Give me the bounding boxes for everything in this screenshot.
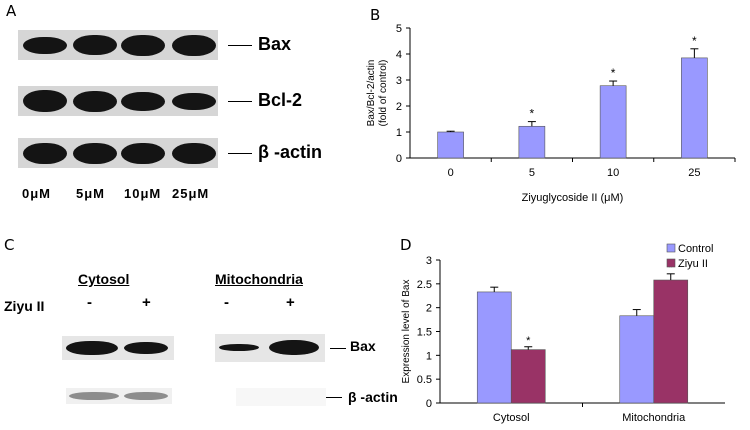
blot-line-2: [228, 153, 252, 154]
band-cytosol-bax-control: [66, 341, 118, 355]
actin-label-c: β -actin: [348, 389, 398, 405]
y-tick-label-3: 3: [396, 75, 402, 87]
band-2-3: [172, 143, 216, 164]
bax-bcl2-ratio-chart: 0 1 2 3 4 5 0 * 5 * 10 * 25 Ziyuglycoside II (μM) Bax/…: [366, 23, 736, 204]
band-0-2: [121, 35, 165, 56]
significance-Cytosol: *: [526, 335, 531, 347]
x-tick-label-10: 10: [607, 167, 619, 179]
conc-label-3: 25μM: [172, 186, 210, 201]
sign-mito-ziyu: +: [286, 294, 295, 311]
conc-label-1: 5μM: [76, 186, 106, 201]
mitochondria-heading: Mitochondria: [215, 271, 303, 287]
legend-label-0: Control: [678, 243, 713, 255]
mito-bax-blot: [215, 334, 325, 362]
panel-letter-b: B: [370, 6, 381, 24]
band-0-1: [73, 35, 117, 55]
conc-label-2: 10μM: [124, 186, 162, 201]
y-tick-label-3: 1.5: [417, 327, 432, 339]
blot-label-1: Bcl-2: [258, 90, 303, 110]
y-tick-label-5: 2.5: [417, 279, 432, 291]
sign-cytosol-control: -: [87, 294, 92, 311]
blot-line-1: [228, 101, 252, 102]
x-tick-label-5: 5: [529, 167, 535, 179]
band-0-3: [172, 35, 216, 56]
blot-strip-1: [18, 86, 218, 116]
y-tick-label-1: 0.5: [417, 374, 432, 386]
legend-label-1: Ziyu II: [678, 258, 708, 270]
cytosol-heading: Cytosol: [78, 271, 130, 287]
conc-label-0: 0μM: [22, 186, 52, 201]
y-tick-label-5: 5: [396, 23, 402, 35]
panel-letter-d: D: [400, 236, 412, 254]
legend-swatch-1: [666, 258, 676, 268]
band-2-2: [121, 143, 165, 164]
band-mito-bax-control: [219, 344, 259, 351]
y-axis-label-2: (fold of control): [378, 60, 389, 127]
y-tick-label-6: 3: [426, 255, 432, 267]
y-tick-label-0: 0: [396, 153, 402, 165]
significance-10: *: [611, 66, 616, 80]
x-tick-label-25: 25: [688, 167, 700, 179]
panel-letter-c: C: [4, 236, 15, 254]
band-1-3: [172, 93, 216, 110]
significance-Mitochondria: *: [669, 262, 674, 274]
blot-line-0: [228, 45, 252, 46]
bar-Cytosol-Control: [476, 291, 512, 404]
y-tick-label-0: 0: [426, 398, 432, 410]
band-1-2: [121, 92, 165, 111]
sign-mito-control: -: [224, 294, 229, 311]
band-mito-bax-ziyu: [269, 340, 319, 355]
bar-0: [437, 131, 464, 159]
band-1-0: [23, 90, 67, 112]
cytosol-actin-blot: [66, 388, 172, 404]
x-tick-label-0: 0: [448, 167, 454, 179]
blot-strip-2: [18, 138, 218, 168]
panel-letter-a: A: [6, 2, 17, 20]
bar-Cytosol-Ziyu II: [510, 349, 546, 404]
treatment-label: Ziyu II: [4, 298, 45, 314]
band-2-1: [73, 143, 117, 164]
band-cytosol-actin-ziyu: [124, 392, 168, 400]
bar-Mitochondria-Control: [619, 315, 655, 404]
band-1-1: [73, 91, 117, 112]
legend-swatch-0: [666, 243, 676, 253]
x-tick-label-Mitochondria: Mitochondria: [622, 412, 686, 424]
sign-cytosol-ziyu: +: [142, 294, 151, 311]
y-tick-label-4: 4: [396, 49, 402, 61]
bar-Mitochondria-Ziyu II: [653, 279, 689, 404]
blot-label-2: β -actin: [258, 142, 322, 162]
y-tick-label-2: 1: [426, 350, 432, 362]
significance-25: *: [692, 34, 697, 48]
bar-5: [518, 125, 546, 159]
band-2-0: [23, 143, 67, 164]
y-tick-label-4: 2: [426, 303, 432, 315]
bar-10: [599, 85, 627, 159]
y-tick-label-1: 1: [396, 127, 402, 139]
mito-actin-blot: [236, 388, 326, 406]
band-cytosol-actin-control: [69, 392, 119, 400]
blot-strip-0: [18, 30, 218, 60]
actin-line-c: [326, 397, 342, 398]
bax-label-c: Bax: [350, 338, 376, 354]
y-tick-label-2: 2: [396, 101, 402, 113]
significance-5: *: [530, 107, 535, 121]
x-axis-label: Ziyuglycoside II (μM): [522, 192, 624, 204]
x-tick-label-Cytosol: Cytosol: [493, 412, 530, 424]
blot-label-0: Bax: [258, 34, 292, 54]
y-axis-label: Expression level of Bax: [401, 280, 412, 384]
band-cytosol-bax-ziyu: [124, 342, 168, 354]
bax-expression-chart: 0 0.5 1 1.5 2 2.5 3 * Cytosol * Mitochondria Expres…: [401, 243, 725, 424]
bar-25: [681, 57, 708, 159]
y-axis-label: Bax/Bcl-2/actin: [366, 60, 377, 127]
cytosol-bax-blot: [62, 336, 174, 360]
bax-line: [330, 348, 346, 349]
band-0-0: [23, 37, 67, 54]
